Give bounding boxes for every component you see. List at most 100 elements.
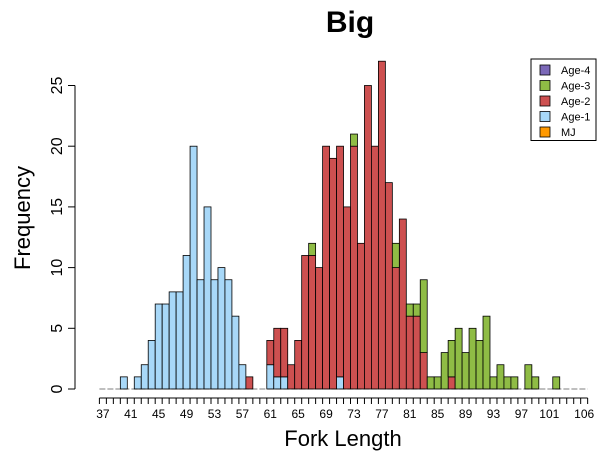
bar-age-3-102 [552,376,561,390]
bar-age-2-61 [266,340,275,366]
bar-age-1-55 [224,279,233,390]
bar-age-2-82 [412,315,421,390]
legend-label-age-3: Age-3 [561,81,590,93]
bar-age-1-53 [210,279,219,390]
legend-label-age-4: Age-4 [561,65,590,77]
bar-age-3-79 [391,242,400,269]
bar-age-2-87 [447,376,456,390]
bar-age-1-56 [231,315,240,390]
bar-age-3-67 [308,242,317,256]
x-tick-label-53: 53 [208,407,222,421]
x-tick-label-45: 45 [152,407,166,421]
bar-age-3-98 [524,364,533,390]
bar-age-2-70 [329,157,337,390]
bar-age-2-69 [322,145,330,390]
bar-age-2-76 [371,145,379,390]
x-tick-label-61: 61 [264,407,278,421]
bar-age-1-45 [154,303,163,390]
bar-age-2-78 [384,182,393,390]
bar-age-1-57 [238,364,247,390]
x-tick-label-97: 97 [515,407,529,421]
bar-age-3-81 [405,303,414,317]
y-tick-label-20: 20 [49,137,66,155]
x-axis: 37 41 45 49 53 57 61 65 69 73 77 81 85 89 93 97 101 106 [96,397,594,421]
legend-label-age-2: Age-2 [561,96,590,108]
bar-age-2-67 [308,255,317,390]
bar-age-1-52 [203,206,212,390]
bar-age-2-77 [377,60,386,390]
bar-age-3-92 [482,315,491,390]
bar-age-3-94 [496,364,505,390]
bar-age-2-64 [287,364,296,390]
bar-age-2-66 [301,255,310,390]
bar-age-3-91 [475,340,484,390]
bar-age-1-54 [217,267,226,390]
bar-age-2-63 [280,327,289,378]
bar-age-3-73 [350,133,358,147]
bar-age-1-40 [119,376,128,390]
x-tick-label-65: 65 [292,407,306,421]
bar-age-3-82 [412,303,421,317]
bar-age-3-89 [461,352,470,390]
bar-age-2-71 [336,145,344,378]
y-axis: 0 5 10 15 20 25 [49,77,76,393]
x-tick-label-93: 93 [487,407,501,421]
bar-age-3-95 [503,376,512,390]
bar-age-2-75 [364,85,372,390]
bar-age-1-71 [336,376,344,390]
bar-age-1-44 [147,340,156,390]
legend-label-age-1: Age-1 [561,112,590,124]
legend-label-mj: MJ [561,127,576,139]
bar-age-1-51 [196,279,205,390]
bar-age-1-63 [280,376,289,390]
y-tick-label-10: 10 [49,259,66,277]
y-axis-label: Frequency [10,166,35,270]
bar-age-2-73 [350,145,358,390]
legend-swatch-mj [539,126,551,138]
legend-swatch-age-2 [539,95,551,107]
bar-age-1-42 [133,376,142,390]
x-tick-label-85: 85 [431,407,445,421]
bar-age-2-62 [273,327,282,378]
bar-age-2-74 [357,242,365,390]
x-tick-label-106: 106 [574,407,594,421]
x-tick-label-73: 73 [347,407,361,421]
x-tick-label-69: 69 [319,407,333,421]
x-tick-label-37: 37 [96,407,110,421]
bar-age-1-43 [140,364,149,390]
legend-swatch-age-3 [539,80,551,91]
bar-age-3-99 [531,376,540,390]
legend-swatch-age-4 [539,64,551,76]
x-tick-label-77: 77 [375,407,389,421]
bar-age-1-50 [189,145,198,390]
x-tick-label-57: 57 [236,407,250,421]
bar-age-3-86 [440,352,449,390]
bar-age-1-46 [161,303,170,390]
bar-age-2-72 [343,206,351,390]
y-tick-label-5: 5 [49,324,66,333]
bar-age-2-83 [419,352,428,390]
bar-age-1-47 [168,291,177,390]
bar-age-3-85 [433,376,442,390]
x-tick-label-41: 41 [124,407,138,421]
bar-age-3-96 [510,376,519,390]
bar-age-1-61 [266,364,275,390]
x-tick-label-89: 89 [459,407,473,421]
y-tick-label-0: 0 [49,384,66,393]
y-tick-label-15: 15 [49,198,66,216]
x-tick-label-49: 49 [180,407,194,421]
bar-age-2-65 [294,340,303,390]
bar-age-2-81 [405,315,414,390]
bar-age-3-90 [468,327,477,390]
bar-age-3-84 [426,376,435,390]
bar-age-2-58 [245,376,254,390]
bar-age-2-79 [391,267,400,390]
bar-age-1-62 [273,376,282,390]
x-tick-label-101: 101 [539,407,559,421]
legend: Age-4 Age-3 Age-2 Age-1 MJ [530,58,597,141]
bar-series-group [99,60,588,390]
bar-age-3-87 [447,340,456,378]
bar-age-3-93 [489,376,498,390]
x-axis-label: Fork Length [284,426,401,451]
